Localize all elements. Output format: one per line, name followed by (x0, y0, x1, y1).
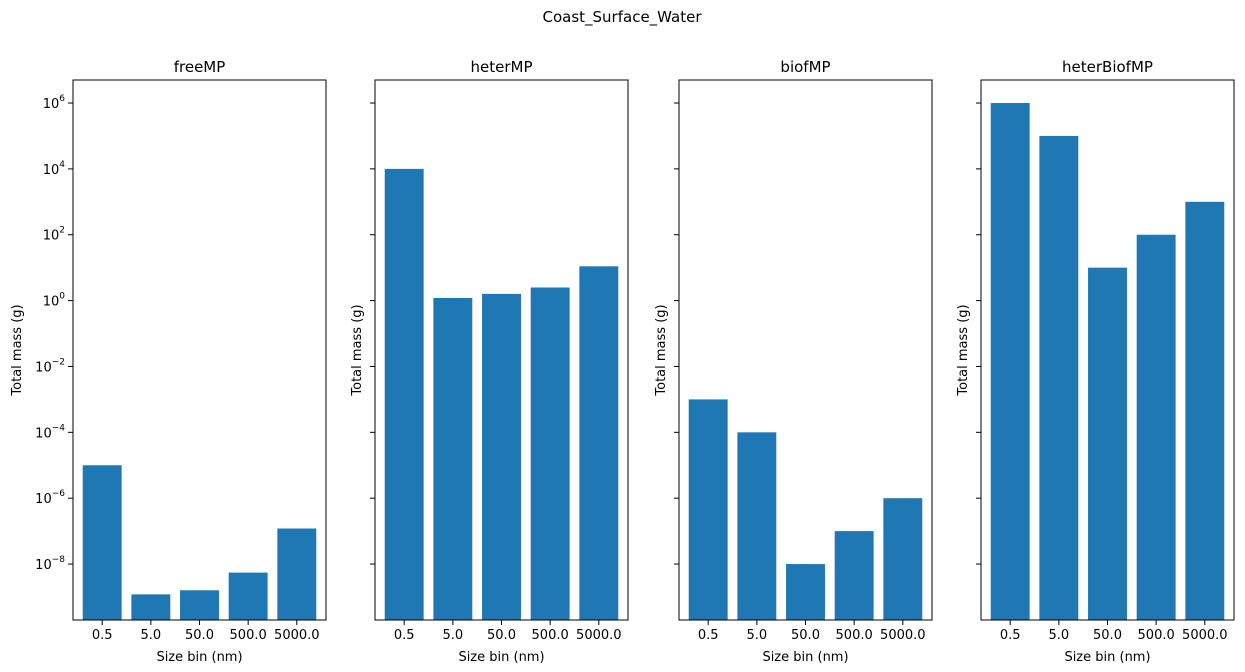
x-tick-label: 5.0 (141, 628, 162, 643)
bar-heterMP-0.5 (384, 168, 424, 620)
x-tick-label: 5000.0 (274, 628, 320, 643)
bar-freeMP-500.0 (228, 572, 268, 620)
bar-heterMP-5.0 (433, 298, 473, 620)
y-tick-label: 10−6 (35, 489, 65, 507)
bar-heterBiofMP-50.0 (1088, 267, 1127, 620)
x-tick-label: 5000.0 (1182, 628, 1228, 643)
axes-frame (678, 79, 933, 621)
y-tick-label: 104 (43, 160, 66, 178)
x-tick-label: 50.0 (1093, 628, 1122, 643)
y-axis-label: Total mass (g) (10, 304, 25, 396)
bar-freeMP-5000.0 (277, 528, 317, 620)
chart-panel-heterBiofMP: 0.5 5.0 50.0 500.0 5000.0 heterBiofMP Size bin… (956, 58, 1235, 665)
x-axis-label: Size bin (nm) (1064, 650, 1150, 665)
bar-freeMP-0.5 (82, 465, 122, 620)
y-axis-label: Total mass (g) (350, 304, 365, 396)
x-tick-label: 50.0 (487, 628, 516, 643)
bar-freeMP-50.0 (180, 590, 219, 620)
bar-heterBiofMP-5.0 (1039, 135, 1079, 620)
bar-biofMP-0.5 (688, 399, 728, 620)
x-tick-label: 5000.0 (880, 628, 926, 643)
bar-heterBiofMP-500.0 (1136, 234, 1176, 621)
figure-suptitle: Coast_Surface_Water (542, 8, 702, 27)
x-tick-label: 500.0 (532, 628, 569, 643)
y-tick-label: 100 (43, 292, 66, 310)
y-tick-label: 10−2 (35, 357, 65, 375)
x-tick-label: 500.0 (836, 628, 873, 643)
x-tick-label: 50.0 (791, 628, 820, 643)
bar-biofMP-500.0 (834, 531, 874, 620)
x-tick-label: 5.0 (1049, 628, 1070, 643)
panel-title: heterBiofMP (1062, 58, 1153, 76)
y-tick-label: 10−4 (35, 423, 65, 441)
x-tick-label: 0.5 (92, 628, 113, 643)
bar-heterMP-5000.0 (579, 266, 619, 620)
x-axis-label: Size bin (nm) (156, 650, 242, 665)
x-tick-label: 5.0 (747, 628, 768, 643)
bar-heterBiofMP-0.5 (990, 103, 1030, 620)
x-tick-label: 0.5 (1000, 628, 1021, 643)
y-tick-label: 10−8 (35, 555, 65, 573)
x-tick-label: 5.0 (443, 628, 464, 643)
x-tick-label: 5000.0 (576, 628, 622, 643)
bar-heterMP-50.0 (482, 293, 521, 620)
chart-panel-freeMP: 0.5 5.0 50.0 500.0 5000.0 10−8 10−6 10−4 10−2 100… (10, 58, 327, 665)
x-tick-label: 500.0 (230, 628, 267, 643)
chart-panel-biofMP: 0.5 5.0 50.0 500.0 5000.0 biofMP Size bin (nm)… (654, 58, 933, 665)
y-tick-label: 106 (43, 94, 66, 112)
chart-panel-heterMP: 0.5 5.0 50.0 500.0 5000.0 heterMP Size bin (nm… (350, 58, 629, 665)
bar-biofMP-50.0 (786, 564, 825, 620)
x-axis-label: Size bin (nm) (458, 650, 544, 665)
x-tick-label: 0.5 (394, 628, 415, 643)
bar-freeMP-5.0 (131, 594, 171, 620)
y-axis-label: Total mass (g) (956, 304, 971, 396)
y-tick-label: 102 (43, 226, 65, 244)
x-tick-label: 0.5 (698, 628, 719, 643)
x-tick-label: 50.0 (185, 628, 214, 643)
x-axis-label: Size bin (nm) (762, 650, 848, 665)
y-axis-label: Total mass (g) (654, 304, 669, 396)
bar-heterBiofMP-5000.0 (1185, 201, 1225, 620)
axes-frame (374, 79, 629, 621)
chart-panels: 0.5 5.0 50.0 500.0 5000.0 10−8 10−6 10−4 10−2 100… (10, 58, 1235, 665)
axes-frame (72, 79, 327, 621)
bar-heterMP-500.0 (530, 287, 570, 620)
bar-biofMP-5.0 (737, 432, 777, 620)
panel-title: freeMP (174, 58, 226, 76)
x-tick-label: 500.0 (1138, 628, 1175, 643)
panel-title: biofMP (780, 58, 830, 76)
panel-title: heterMP (471, 58, 533, 76)
axes-frame (980, 79, 1235, 621)
bar-biofMP-5000.0 (883, 498, 923, 620)
